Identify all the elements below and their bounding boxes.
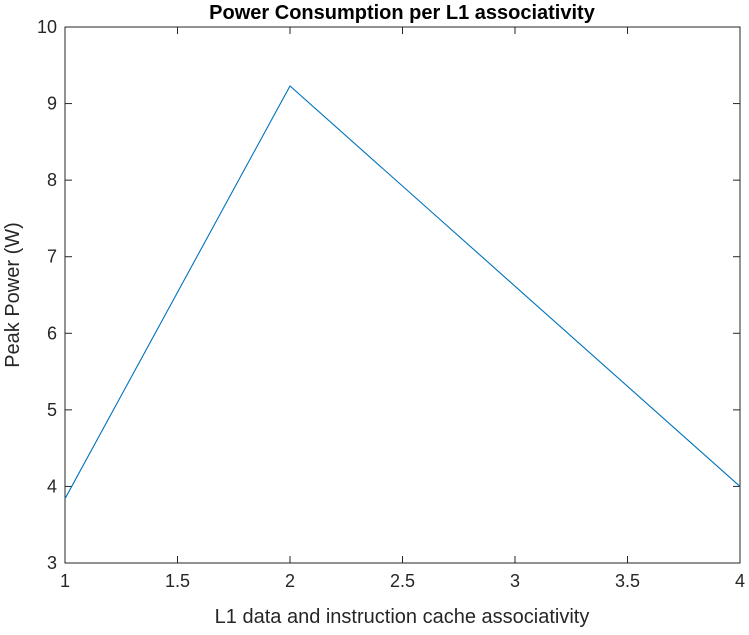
plot-area-frame <box>64 26 741 564</box>
x-tick-label: 4 <box>735 571 745 591</box>
chart-title: Power Consumption per L1 associativity <box>209 2 596 24</box>
series-layer <box>64 85 741 499</box>
y-tick-label: 8 <box>47 170 57 190</box>
x-tick-label: 1.5 <box>165 571 190 591</box>
y-axis-label: Peak Power (W) <box>2 222 24 368</box>
y-tick-label: 10 <box>37 17 57 37</box>
x-tick-label: 2.5 <box>390 571 415 591</box>
y-axis: 3 4 5 6 7 8 9 10 <box>37 17 740 573</box>
x-axis: 1 1.5 2 2.5 3 3.5 4 <box>60 27 745 591</box>
x-tick-label: 1 <box>60 571 70 591</box>
y-tick-label: 4 <box>47 476 57 496</box>
series-line <box>64 85 741 499</box>
y-tick-label: 9 <box>47 94 57 114</box>
y-tick-label: 6 <box>47 323 57 343</box>
x-tick-label: 3 <box>510 571 520 591</box>
x-axis-label: L1 data and instruction cache associativ… <box>215 606 590 628</box>
y-tick-label: 3 <box>47 553 57 573</box>
y-tick-label: 7 <box>47 247 57 267</box>
y-tick-label: 5 <box>47 400 57 420</box>
x-tick-label: 2 <box>285 571 295 591</box>
x-tick-label: 3.5 <box>615 571 640 591</box>
